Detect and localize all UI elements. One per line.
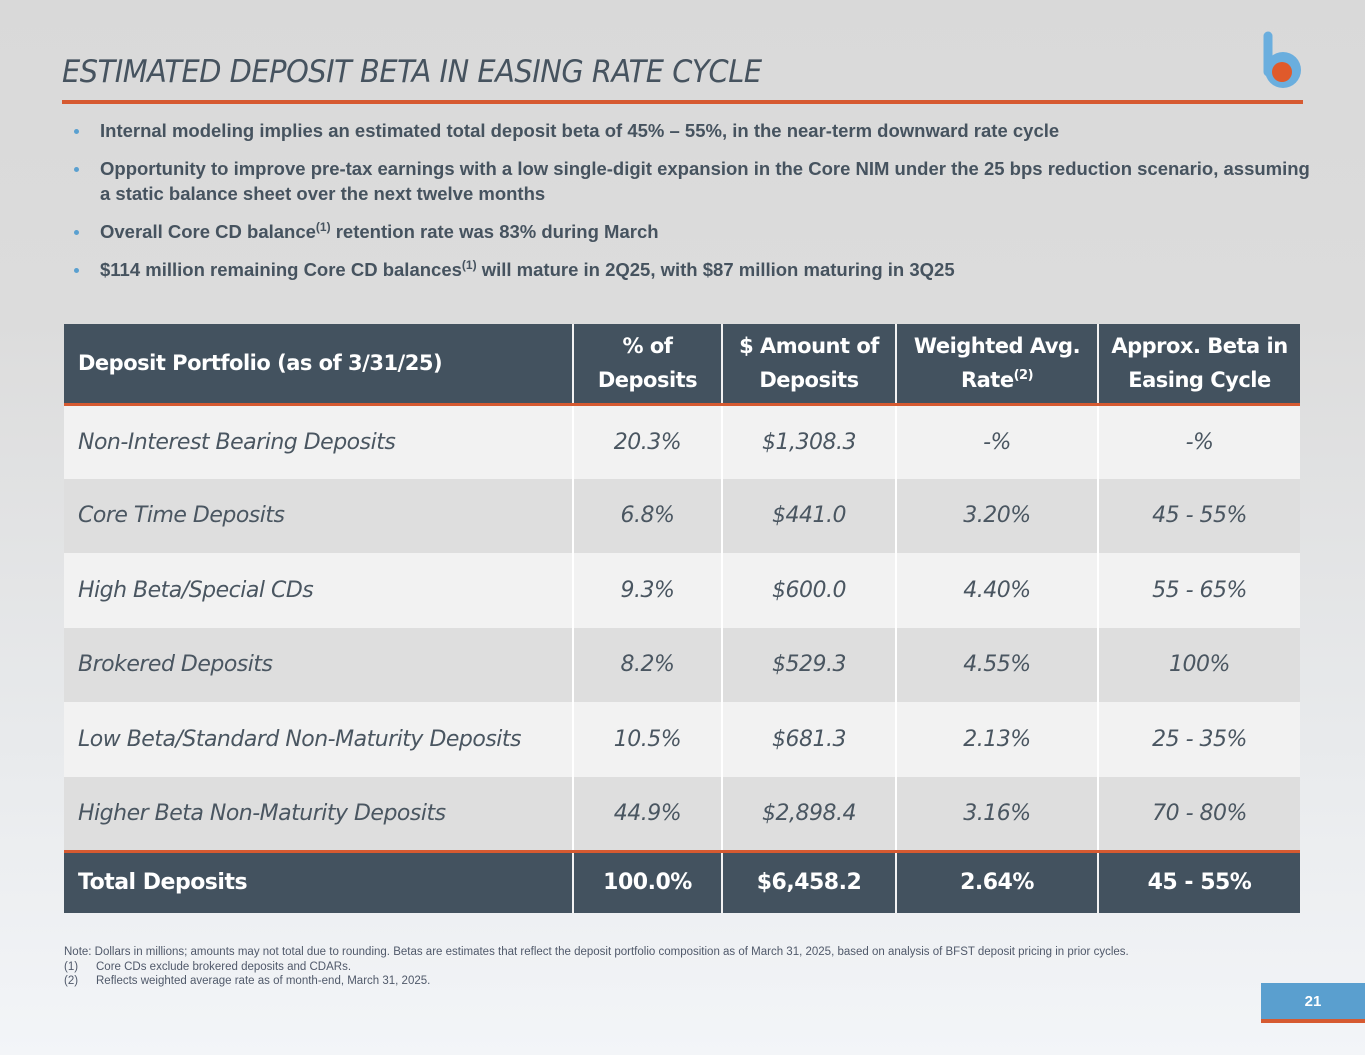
cell-amount: $1,308.3 xyxy=(722,404,897,479)
footnote-number: (2) xyxy=(64,975,79,987)
footnote-ref: (1) xyxy=(461,258,477,272)
cell-amount: $681.3 xyxy=(722,702,897,777)
footnote-text: Reflects weighted average rate as of mon… xyxy=(96,975,431,987)
footnote-item: (2) Reflects weighted average rate as of… xyxy=(64,974,1304,989)
cell-rate: 2.13% xyxy=(896,702,1099,777)
header-approx-beta: Approx. Beta in Easing Cycle xyxy=(1098,324,1300,406)
cell-name: Non-Interest Bearing Deposits xyxy=(64,404,574,479)
header-text: Weighted Avg. Rate xyxy=(913,334,1081,393)
cell-amount: $2,898.4 xyxy=(722,776,897,851)
footnote-ref: (2) xyxy=(1013,368,1034,384)
cell-name: High Beta/Special CDs xyxy=(64,553,574,628)
general-note: Note: Dollars in millions; amounts may n… xyxy=(64,946,1129,958)
bullet-text: Overall Core CD balance xyxy=(100,221,316,242)
cell-pct: 8.2% xyxy=(573,627,723,702)
cell-rate: 3.16% xyxy=(896,776,1099,851)
total-amount: $6,458.2 xyxy=(722,849,897,913)
bullet-dot-icon xyxy=(74,129,79,134)
cell-beta: 55 - 65% xyxy=(1098,553,1300,628)
table-row: Non-Interest Bearing Deposits 20.3% $1,3… xyxy=(64,404,1300,479)
cell-amount: $529.3 xyxy=(722,627,897,702)
bullet-item: $114 million remaining Core CD balances(… xyxy=(74,257,1314,282)
table-row: High Beta/Special CDs 9.3% $600.0 4.40% … xyxy=(64,553,1300,628)
total-name: Total Deposits xyxy=(64,849,574,913)
slide-title: ESTIMATED DEPOSIT BETA IN EASING RATE CY… xyxy=(62,54,762,90)
footnote-item: (1) Core CDs exclude brokered deposits a… xyxy=(64,960,1304,975)
total-rate: 2.64% xyxy=(896,849,1099,913)
bullet-item: Overall Core CD balance(1) retention rat… xyxy=(74,219,1314,244)
bullet-text: Opportunity to improve pre-tax earnings … xyxy=(100,158,1310,204)
bullet-dot-icon xyxy=(74,268,79,273)
title-divider xyxy=(62,100,1303,104)
bullet-text: $114 million remaining Core CD balances xyxy=(100,259,462,280)
cell-name: Core Time Deposits xyxy=(64,478,574,553)
table-row: Higher Beta Non-Maturity Deposits 44.9% … xyxy=(64,776,1300,851)
cell-rate: -% xyxy=(896,404,1099,479)
header-weighted-avg-rate: Weighted Avg. Rate(2) xyxy=(896,324,1099,406)
cell-rate: 4.40% xyxy=(896,553,1099,628)
cell-amount: $441.0 xyxy=(722,478,897,553)
cell-pct: 6.8% xyxy=(573,478,723,553)
header-amount-of-deposits: $ Amount of Deposits xyxy=(722,324,897,406)
header-deposit-portfolio: Deposit Portfolio (as of 3/31/25) xyxy=(64,324,574,406)
cell-beta: 70 - 80% xyxy=(1098,776,1300,851)
cell-pct: 20.3% xyxy=(573,404,723,479)
cell-pct: 9.3% xyxy=(573,553,723,628)
total-pct: 100.0% xyxy=(573,849,723,913)
cell-name: Higher Beta Non-Maturity Deposits xyxy=(64,776,574,851)
deposit-portfolio-table: Deposit Portfolio (as of 3/31/25) % of D… xyxy=(64,324,1300,913)
bullet-dot-icon xyxy=(74,230,79,235)
total-row: Total Deposits 100.0% $6,458.2 2.64% 45 … xyxy=(64,849,1300,913)
bullet-item: Internal modeling implies an estimated t… xyxy=(74,118,1314,143)
cell-pct: 10.5% xyxy=(573,702,723,777)
table-header-row: Deposit Portfolio (as of 3/31/25) % of D… xyxy=(64,324,1300,406)
cell-beta: 45 - 55% xyxy=(1098,478,1300,553)
cell-name: Low Beta/Standard Non-Maturity Deposits xyxy=(64,702,574,777)
bullet-text: will mature in 2Q25, with $87 million ma… xyxy=(476,259,955,280)
table-row: Low Beta/Standard Non-Maturity Deposits … xyxy=(64,702,1300,777)
footnote-text: Core CDs exclude brokered deposits and C… xyxy=(96,960,352,973)
total-beta: 45 - 55% xyxy=(1098,849,1300,913)
cell-rate: 3.20% xyxy=(896,478,1099,553)
bullet-dot-icon xyxy=(74,167,79,172)
cell-amount: $600.0 xyxy=(722,553,897,628)
page-number: 21 xyxy=(1261,983,1365,1023)
bank-b-logo-icon xyxy=(1263,31,1301,88)
cell-rate: 4.55% xyxy=(896,627,1099,702)
header-pct-of-deposits: % of Deposits xyxy=(573,324,723,406)
cell-beta: 25 - 35% xyxy=(1098,702,1300,777)
table-row: Brokered Deposits 8.2% $529.3 4.55% 100% xyxy=(64,627,1300,702)
bullet-text: Internal modeling implies an estimated t… xyxy=(100,120,1060,141)
cell-beta: 100% xyxy=(1098,627,1300,702)
bullet-item: Opportunity to improve pre-tax earnings … xyxy=(74,156,1314,206)
footnote-ref: (1) xyxy=(315,220,331,234)
cell-name: Brokered Deposits xyxy=(64,627,574,702)
bullet-text: retention rate was 83% during March xyxy=(330,221,659,242)
summary-bullets: Internal modeling implies an estimated t… xyxy=(74,118,1314,295)
cell-pct: 44.9% xyxy=(573,776,723,851)
footnote-number: (1) xyxy=(64,960,79,973)
cell-beta: -% xyxy=(1098,404,1300,479)
table-row: Core Time Deposits 6.8% $441.0 3.20% 45 … xyxy=(64,478,1300,553)
footnotes: Note: Dollars in millions; amounts may n… xyxy=(64,945,1304,989)
